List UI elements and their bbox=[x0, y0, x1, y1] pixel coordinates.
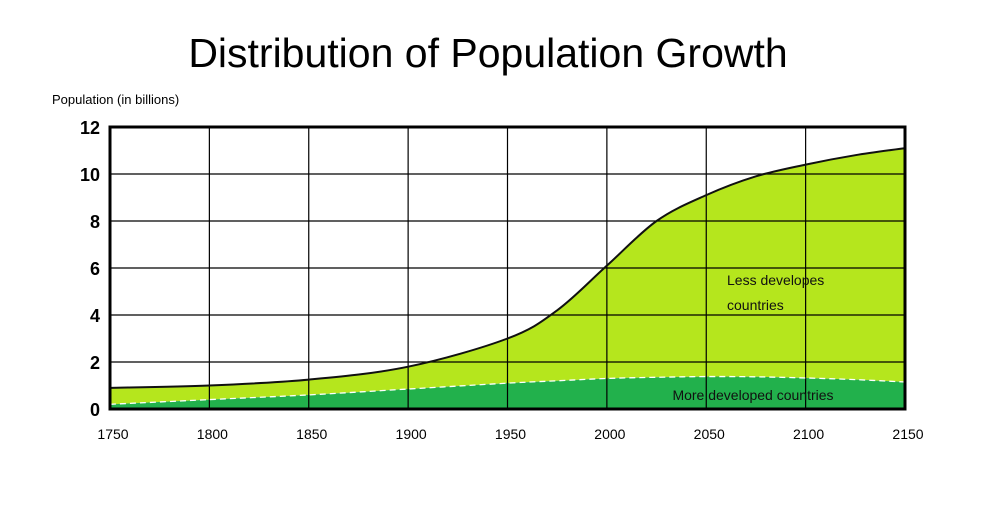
x-tick-label: 1750 bbox=[97, 426, 128, 442]
y-axis-label: Population (in billions) bbox=[52, 92, 180, 107]
x-tick-label: 2100 bbox=[793, 426, 824, 442]
y-tick-label: 4 bbox=[90, 306, 100, 326]
x-tick-label: 1850 bbox=[296, 426, 327, 442]
series-label-more-developed: More developed countries bbox=[672, 387, 833, 403]
y-tick-label: 6 bbox=[90, 259, 100, 279]
y-tick-label: 12 bbox=[80, 118, 100, 138]
plot-frame bbox=[108, 125, 907, 411]
x-tick-label: 1900 bbox=[396, 426, 427, 442]
y-tick-label: 8 bbox=[90, 212, 100, 232]
chart-title: Distribution of Population Growth bbox=[188, 30, 788, 76]
x-tick-label: 2000 bbox=[594, 426, 625, 442]
series-label-less-developed: countries bbox=[727, 297, 784, 313]
series-line-total bbox=[109, 147, 906, 389]
x-tick-label: 1800 bbox=[197, 426, 228, 442]
x-tick-label: 2050 bbox=[694, 426, 725, 442]
y-tick-label: 2 bbox=[90, 353, 100, 373]
series-line-more-developed bbox=[109, 375, 906, 405]
x-tick-label: 1950 bbox=[495, 426, 526, 442]
x-tick-label: 2150 bbox=[892, 426, 923, 442]
y-tick-label: 0 bbox=[90, 400, 100, 420]
series-label-less-developed: Less developes bbox=[727, 272, 824, 288]
y-tick-label: 10 bbox=[80, 165, 100, 185]
